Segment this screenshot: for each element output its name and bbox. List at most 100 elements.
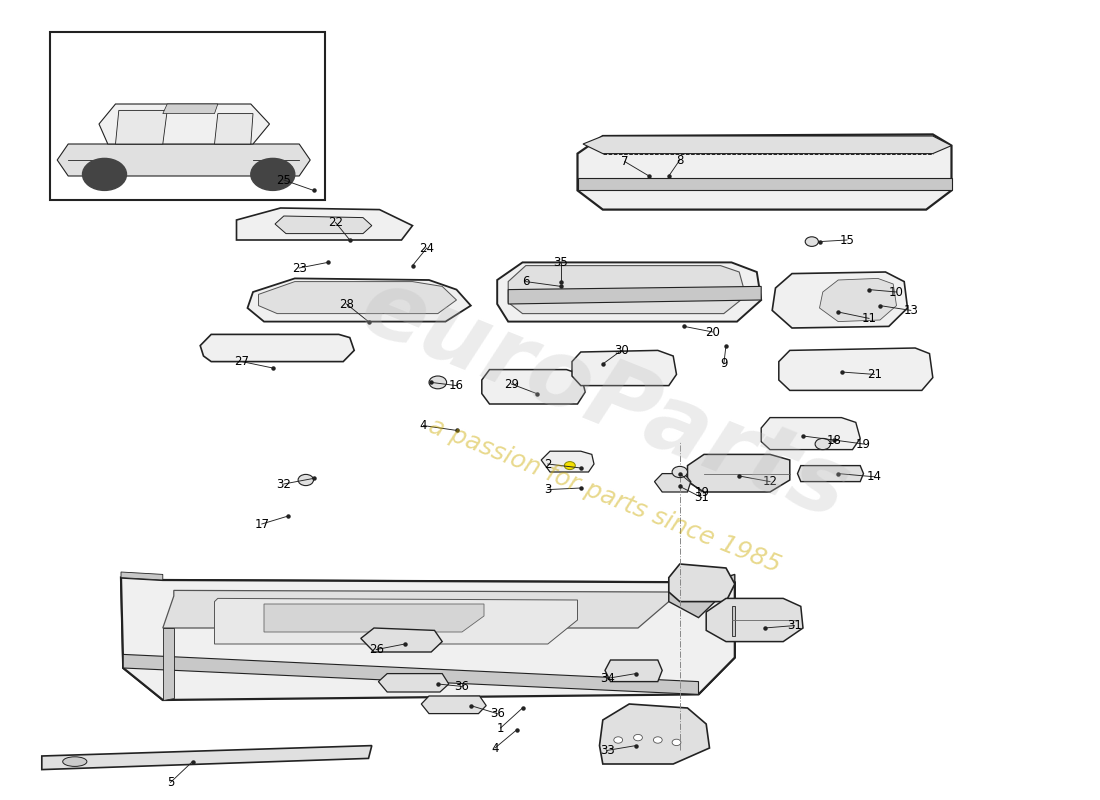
Text: 25: 25 [276,174,292,186]
Polygon shape [275,216,372,234]
Polygon shape [732,606,735,636]
Polygon shape [706,598,803,642]
Circle shape [298,474,314,486]
Polygon shape [583,136,952,154]
Polygon shape [121,578,163,700]
Polygon shape [163,590,669,628]
Text: 29: 29 [504,378,519,390]
Polygon shape [378,674,449,692]
Polygon shape [508,286,761,304]
Polygon shape [688,454,790,492]
Text: 17: 17 [254,518,270,530]
Polygon shape [605,660,662,682]
Polygon shape [578,178,952,190]
Text: 14: 14 [867,470,882,483]
Text: 36: 36 [490,707,505,720]
Polygon shape [160,580,735,618]
Polygon shape [50,32,324,200]
Text: 35: 35 [553,256,569,269]
Polygon shape [264,604,484,632]
Text: 31: 31 [786,619,802,632]
Polygon shape [600,704,710,764]
Text: 34: 34 [600,672,615,685]
Text: 36: 36 [454,680,470,693]
Polygon shape [116,110,167,144]
Polygon shape [508,266,746,314]
Text: 7: 7 [621,155,628,168]
Text: a passion for parts since 1985: a passion for parts since 1985 [426,414,784,578]
Text: 28: 28 [339,298,354,310]
Polygon shape [654,474,691,492]
Text: 12: 12 [762,475,778,488]
Polygon shape [772,272,908,328]
Polygon shape [578,134,952,210]
Text: 6: 6 [522,275,529,288]
Text: 13: 13 [903,304,918,317]
Text: 22: 22 [328,216,343,229]
Text: 15: 15 [839,234,855,246]
Circle shape [429,376,447,389]
Text: 2: 2 [544,458,551,470]
Circle shape [815,438,830,450]
Circle shape [672,466,688,478]
Polygon shape [541,451,594,472]
Circle shape [614,737,623,743]
Circle shape [82,158,126,190]
Polygon shape [361,628,442,652]
Text: 11: 11 [861,312,877,325]
Text: 3: 3 [544,483,551,496]
Polygon shape [497,262,761,322]
Text: 32: 32 [276,478,292,490]
Text: 19: 19 [856,438,871,450]
Circle shape [672,739,681,746]
Circle shape [251,158,295,190]
Text: 4: 4 [420,419,427,432]
Polygon shape [248,278,471,322]
Polygon shape [798,466,864,482]
Polygon shape [669,574,735,618]
Polygon shape [669,564,735,602]
Polygon shape [163,104,218,114]
Text: 20: 20 [705,326,720,338]
Text: 26: 26 [368,643,384,656]
Polygon shape [57,144,310,176]
Polygon shape [572,350,676,386]
Text: 30: 30 [614,344,629,357]
Circle shape [805,237,818,246]
Polygon shape [236,208,412,240]
Polygon shape [42,746,372,770]
Polygon shape [121,578,735,700]
Polygon shape [214,114,253,144]
Polygon shape [761,418,860,450]
Text: euroParts: euroParts [348,260,862,540]
Text: 19: 19 [694,486,710,498]
Text: 1: 1 [497,722,504,734]
Polygon shape [121,572,163,580]
Polygon shape [163,628,174,700]
Text: 23: 23 [292,262,307,274]
Polygon shape [214,598,578,644]
Polygon shape [421,696,486,714]
Polygon shape [779,348,933,390]
Text: 10: 10 [889,286,904,298]
Text: 18: 18 [826,434,842,446]
Text: 9: 9 [720,358,727,370]
Text: 8: 8 [676,154,683,166]
Circle shape [653,737,662,743]
Text: 5: 5 [167,776,174,789]
Polygon shape [258,282,456,314]
Polygon shape [820,278,896,322]
Polygon shape [698,582,735,694]
Text: 31: 31 [694,491,710,504]
Circle shape [564,462,575,470]
Text: 33: 33 [600,744,615,757]
Ellipse shape [63,757,87,766]
Text: 21: 21 [867,368,882,381]
Polygon shape [482,370,585,404]
Text: 4: 4 [492,742,498,754]
Polygon shape [200,334,354,362]
Polygon shape [123,654,699,694]
Text: 24: 24 [419,242,435,254]
Circle shape [634,734,642,741]
Text: 27: 27 [234,355,250,368]
